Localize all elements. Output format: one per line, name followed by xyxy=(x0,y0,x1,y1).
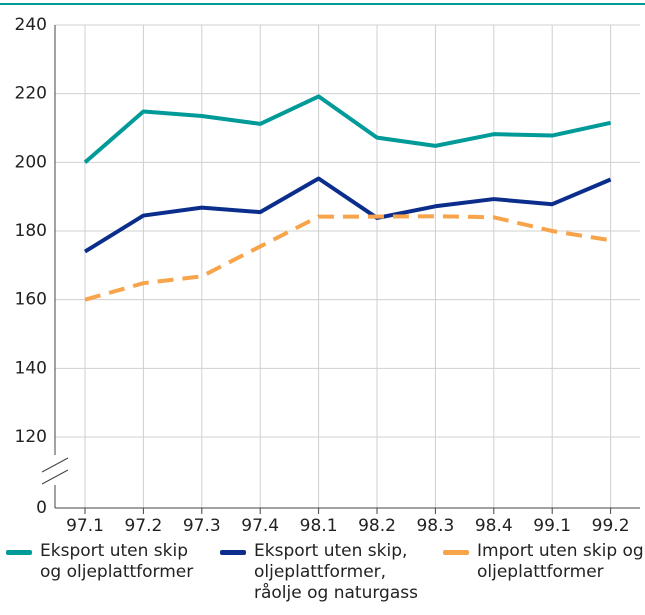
x-tick-label: 97.4 xyxy=(241,516,279,536)
legend-swatch xyxy=(6,550,32,555)
y-tick-label: 160 xyxy=(15,290,47,310)
x-tick-label: 99.2 xyxy=(592,516,630,536)
y-tick-label: 200 xyxy=(15,152,47,172)
y-tick-label: 180 xyxy=(15,221,47,241)
y-tick-label: 140 xyxy=(15,358,47,378)
x-tick-label: 98.1 xyxy=(300,516,338,536)
x-tick-label: 98.2 xyxy=(358,516,396,536)
legend-label: Eksport uten skip og oljeplattformer xyxy=(40,541,194,582)
series-line xyxy=(83,94,612,164)
legend-label: Eksport uten skip, oljeplattformer, råol… xyxy=(254,541,418,603)
series-line xyxy=(84,214,611,302)
y-tick-label: 0 xyxy=(36,498,47,518)
legend-entry: Eksport uten skip, oljeplattformer, råol… xyxy=(220,541,434,604)
legend-swatch xyxy=(443,550,469,555)
y-tick-label: 240 xyxy=(15,15,47,35)
chart: 0 120 140 160 180 200 220 240 97.1 97.2 97.3 97.4 98… xyxy=(0,3,645,536)
legend-swatch xyxy=(220,550,246,555)
legend-label: Import uten skip og oljeplattformer xyxy=(477,541,644,582)
legend-entry: Eksport uten skip og oljeplattformer xyxy=(6,541,210,583)
x-tick-label: 98.3 xyxy=(416,516,454,536)
x-tick-label: 99.1 xyxy=(533,516,571,536)
x-tick-label: 97.1 xyxy=(66,516,104,536)
legend-entry: Import uten skip og oljeplattformer xyxy=(443,541,645,583)
x-tick-label: 97.3 xyxy=(183,516,221,536)
y-tick-label: 220 xyxy=(15,84,47,104)
series-line xyxy=(83,176,612,254)
y-tick-label: 120 xyxy=(15,427,47,447)
axis-break xyxy=(41,469,69,485)
x-tick-label: 98.4 xyxy=(475,516,513,536)
x-tick-label: 97.2 xyxy=(124,516,162,536)
axis-break xyxy=(41,457,69,473)
